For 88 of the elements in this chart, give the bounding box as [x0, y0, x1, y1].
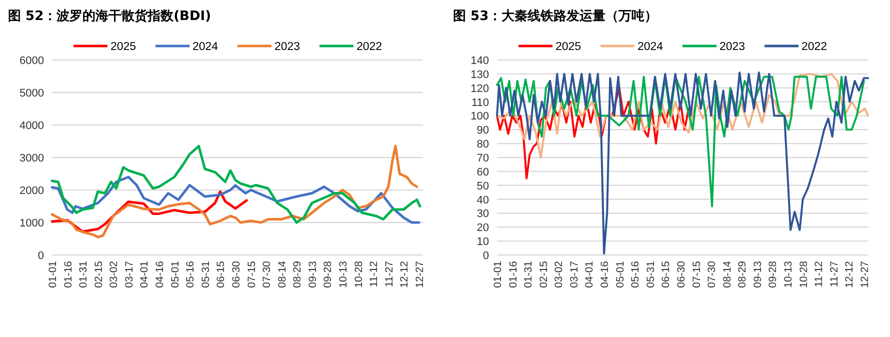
y-tick-label: 80	[476, 138, 489, 151]
x-tick-label: 11-12	[813, 260, 826, 288]
x-tick-label: 07-15	[246, 260, 258, 288]
y-tick-label: 30	[476, 208, 489, 220]
x-tick-label: 08-14	[721, 260, 734, 288]
y-tick-label: 130	[470, 68, 489, 81]
x-tick-label: 08-14	[276, 260, 288, 288]
y-tick-label: 110	[471, 96, 489, 109]
x-tick-label: 02-15	[538, 260, 550, 288]
y-tick-label: 40	[476, 194, 489, 206]
legend-label: 2025	[110, 41, 136, 53]
y-tick-label: 60	[476, 166, 489, 178]
x-tick-label: 05-31	[200, 260, 212, 288]
line-series	[50, 144, 418, 238]
legend-label: 2023	[720, 41, 746, 53]
x-tick-label: 06-30	[230, 260, 242, 288]
x-tick-label: 12-12	[844, 260, 856, 288]
line-series	[496, 86, 690, 180]
x-tick-label: 01-01	[47, 260, 59, 288]
x-tick-label: 10-28	[352, 260, 365, 288]
x-tick-label: 11-12	[368, 260, 380, 288]
x-tick-label: 06-30	[675, 260, 688, 288]
legend-label: 2022	[356, 41, 382, 53]
x-tick-label: 12-27	[414, 260, 426, 288]
x-tick-label: 09-13	[306, 260, 319, 288]
x-tick-label: 08-29	[292, 260, 304, 288]
y-tick-label: 4000	[20, 120, 44, 132]
chart-title: 图 52：波罗的海干散货指数(BDI)	[8, 8, 212, 24]
x-tick-label: 07-15	[690, 260, 703, 288]
y-tick-label: 0	[482, 250, 489, 262]
x-tick-label: 03-17	[123, 260, 136, 288]
x-tick-label: 11-27	[828, 260, 840, 288]
y-tick-label: 0	[38, 250, 44, 262]
line-series	[496, 72, 869, 158]
x-tick-label: 08-29	[736, 260, 749, 288]
x-tick-label: 01-16	[62, 260, 74, 288]
x-tick-label: 06-15	[215, 260, 228, 288]
y-tick-label: 120	[470, 82, 489, 95]
y-tick-label: 50	[476, 180, 489, 192]
y-tick-label: 100	[470, 110, 489, 123]
x-tick-label: 12-27	[858, 260, 871, 288]
x-tick-label: 09-13	[752, 260, 764, 288]
x-tick-label: 06-15	[660, 260, 672, 288]
legend-label: 2024	[192, 41, 219, 53]
y-tick-label: 20	[476, 222, 489, 234]
x-tick-label: 04-16	[154, 260, 166, 288]
y-tick-label: 1000	[20, 218, 44, 230]
x-tick-label: 05-01	[169, 260, 182, 288]
legend-label: 2023	[274, 41, 300, 53]
y-tick-label: 3000	[20, 152, 44, 164]
legend-label: 2024	[638, 41, 664, 53]
legend-label: 2025	[556, 41, 582, 53]
y-tick-label: 6000	[20, 55, 44, 67]
x-tick-label: 11-27	[383, 260, 396, 288]
x-tick-label: 05-01	[614, 260, 626, 288]
y-tick-label: 10	[476, 236, 489, 248]
x-tick-label: 03-17	[568, 260, 580, 288]
x-tick-label: 04-16	[599, 260, 612, 288]
x-tick-label: 10-28	[798, 260, 810, 288]
x-tick-label: 09-28	[767, 260, 780, 288]
x-tick-label: 07-30	[261, 260, 274, 288]
line-series	[496, 72, 869, 255]
legend-label: 2022	[802, 41, 828, 53]
x-tick-label: 10-13	[782, 260, 794, 288]
line-series	[50, 144, 422, 224]
x-tick-label: 04-01	[584, 260, 596, 288]
x-tick-label: 03-02	[553, 260, 566, 288]
x-tick-label: 05-31	[644, 260, 657, 288]
chart-title: 图 53：大秦线铁路发运量（万吨）	[453, 8, 658, 24]
y-tick-label: 5000	[20, 88, 44, 100]
x-tick-label: 04-01	[138, 260, 151, 288]
x-tick-label: 01-31	[522, 260, 535, 288]
line-series	[496, 76, 865, 208]
x-tick-label: 07-30	[706, 260, 718, 288]
y-tick-label: 70	[476, 152, 489, 164]
x-tick-label: 05-16	[630, 260, 642, 288]
x-tick-label: 10-13	[337, 260, 350, 288]
x-tick-label: 09-28	[322, 260, 334, 288]
y-tick-label: 2000	[20, 185, 44, 197]
x-tick-label: 02-15	[92, 260, 105, 288]
y-tick-label: 140	[470, 55, 489, 67]
x-tick-label: 01-31	[78, 260, 90, 288]
x-tick-label: 12-12	[398, 260, 411, 288]
x-tick-label: 03-02	[108, 260, 120, 288]
y-tick-label: 90	[476, 124, 489, 137]
x-tick-label: 01-01	[492, 260, 504, 288]
x-tick-label: 05-16	[184, 260, 197, 288]
x-tick-label: 01-16	[507, 260, 520, 288]
